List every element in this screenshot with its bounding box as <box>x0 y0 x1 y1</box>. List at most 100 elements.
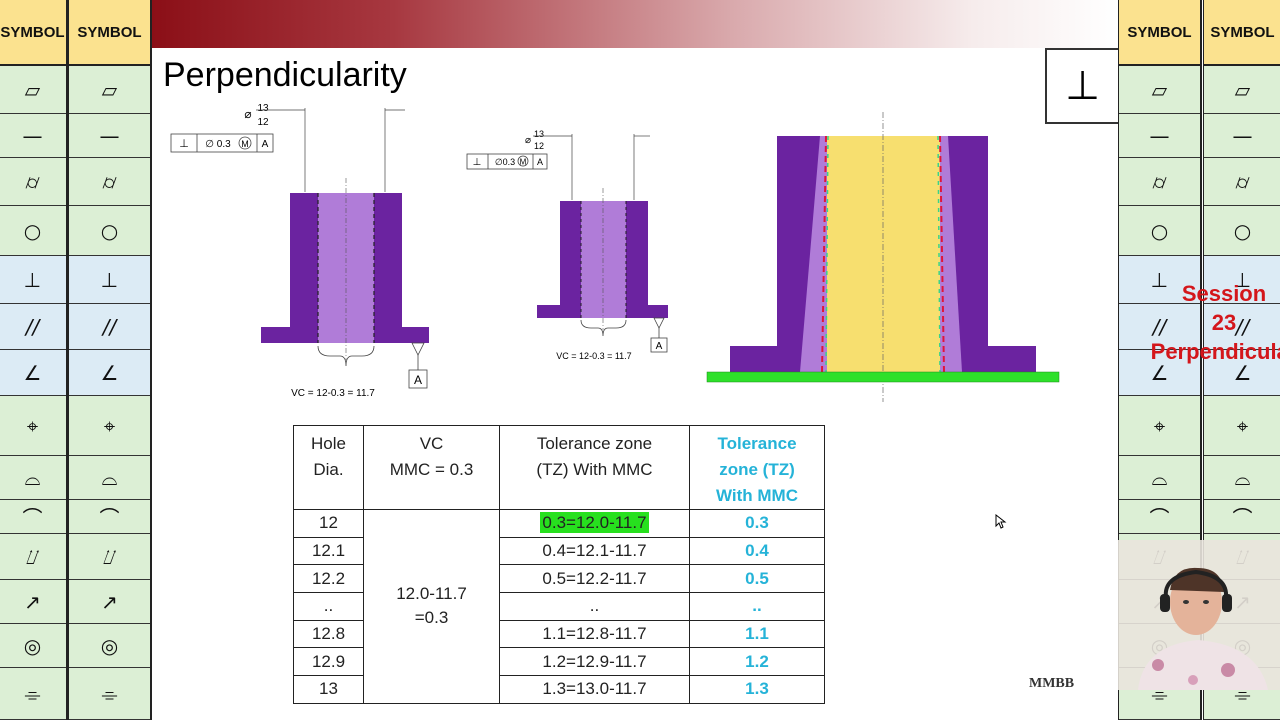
symbol-column-header: SYMBOL <box>69 0 150 66</box>
cell-tz-value: .. <box>689 592 825 621</box>
line-profile-icon: ⌒ <box>0 500 66 534</box>
vc-text: VC = 12-0.3 = 11.7 <box>291 388 375 399</box>
straightness-icon: — <box>1119 114 1200 158</box>
parallelism-icon: // <box>1119 304 1200 350</box>
drawing-3-tolerance-zone <box>706 112 1060 402</box>
surface-profile-icon: ⌓ <box>0 456 66 500</box>
parallelism-icon: // <box>0 304 66 350</box>
symmetry-icon: ⌯ <box>0 668 66 720</box>
straightness-icon: — <box>0 114 66 158</box>
presenter-webcam <box>1118 540 1280 690</box>
dim-lower: 12 <box>257 117 269 128</box>
datum-plane <box>706 371 1060 383</box>
drawing-2: ⊥ ∅0.3 M A ⌀ 13 12 A VC = 12-0.3 = 11.7 <box>466 129 668 361</box>
fcf-datum: A <box>262 139 269 150</box>
straightness-icon: — <box>1204 114 1280 158</box>
tolerance-table: Hole Dia. VC MMC = 0.3 Tolerance zone (TZ) … <box>293 425 825 704</box>
fcf-symbol: ⊥ <box>179 138 189 150</box>
drawing-1: ⊥ ∅ 0.3 M A ⌀ 13 12 A VC = 12-0.3 = 11.7 <box>170 103 429 399</box>
flatness-icon: ▱ <box>0 66 66 114</box>
cell-vc-merged: 12.0-11.7 =0.3 <box>363 509 500 704</box>
diameter-symbol: ⌀ <box>525 135 531 146</box>
circular-runout-icon: ↗ <box>0 580 66 624</box>
cell-dia: 12.2 <box>293 564 364 594</box>
cell-tz: 0.5=12.2-11.7 <box>499 564 690 594</box>
perpendicularity-icon: ⊥ <box>0 256 66 304</box>
position-icon: ⌖ <box>69 396 150 456</box>
cell-tz: 1.1=12.8-11.7 <box>499 619 690 649</box>
circularity-icon: ○ <box>69 206 150 256</box>
cell-tz: .. <box>499 592 690 621</box>
perpendicularity-icon: ⊥ <box>1119 256 1200 304</box>
surface-profile-icon: ⌓ <box>1119 456 1200 500</box>
symbol-column-left-2: SYMBOL ▱ — ⌭ ○ ⊥//∠ ⌖ ⌓ ⌒ ⌰ ↗ ◎ ⌯ <box>68 0 152 720</box>
dim-lower: 12 <box>534 141 544 151</box>
watermark: MMBB <box>1029 676 1075 691</box>
cell-tz: 0.3=12.0-11.7 <box>499 509 690 538</box>
header-hole-dia: Hole Dia. <box>293 425 364 510</box>
symbol-column-header: SYMBOL <box>1204 0 1280 66</box>
cell-tz-value: 0.3 <box>689 509 825 538</box>
surface-profile-icon: ⌓ <box>69 456 150 500</box>
cell-tz-value: 0.4 <box>689 536 825 566</box>
highlighted-tz: 0.3=12.0-11.7 <box>540 512 649 534</box>
cell-tz: 0.4=12.1-11.7 <box>499 536 690 566</box>
perpendicularity-icon: ⊥ <box>1204 256 1280 304</box>
cell-dia: .. <box>293 592 364 621</box>
position-icon: ⌖ <box>1119 396 1200 456</box>
perpendicularity-icon: ⊥ <box>69 256 150 304</box>
cell-tz-value: 0.5 <box>689 564 825 594</box>
angularity-icon: ∠ <box>69 350 150 396</box>
session-overlay: Session 23 Perpendicular <box>1150 281 1280 364</box>
line-profile-icon: ⌒ <box>1119 500 1200 534</box>
perpendicularity-symbol-box: ⊥ <box>1045 48 1118 124</box>
line-profile-icon: ⌒ <box>69 500 150 534</box>
flatness-icon: ▱ <box>1204 66 1280 114</box>
angularity-icon: ∠ <box>1204 350 1280 396</box>
cell-tz: 1.2=12.9-11.7 <box>499 647 690 677</box>
circularity-icon: ○ <box>0 206 66 256</box>
symbol-column-header: SYMBOL <box>1119 0 1200 66</box>
circularity-icon: ○ <box>1204 206 1280 256</box>
cylindricity-icon: ⌭ <box>1119 158 1200 206</box>
feature-control-frame <box>170 133 274 153</box>
dim-upper: 13 <box>257 103 269 114</box>
surface-profile-icon: ⌓ <box>1204 456 1280 500</box>
cell-tz-value: 1.1 <box>689 619 825 649</box>
position-icon: ⌖ <box>0 396 66 456</box>
total-runout-icon: ⌰ <box>0 534 66 580</box>
angularity-icon: ∠ <box>0 350 66 396</box>
fcf-tolerance: ∅ 0.3 <box>205 139 231 150</box>
parallelism-icon: // <box>1204 304 1280 350</box>
parallelism-icon: // <box>69 304 150 350</box>
cylindricity-icon: ⌭ <box>1204 158 1280 206</box>
straightness-icon: — <box>69 114 150 158</box>
page-title: Perpendicularity <box>163 56 407 94</box>
line-profile-icon: ⌒ <box>1204 500 1280 534</box>
vc-text: VC = 12-0.3 = 11.7 <box>556 351 631 361</box>
flatness-icon: ▱ <box>1119 66 1200 114</box>
header-vc: VC MMC = 0.3 <box>363 425 500 510</box>
angularity-icon: ∠ <box>1119 350 1200 396</box>
cell-tz-value: 1.2 <box>689 647 825 677</box>
header-tolerance-zone-mmc: Tolerance zone (TZ) With MMC <box>689 425 825 510</box>
flatness-icon: ▱ <box>69 66 150 114</box>
position-icon: ⌖ <box>1204 396 1280 456</box>
datum-label: A <box>656 341 663 352</box>
circular-runout-icon: ↗ <box>69 580 150 624</box>
cylindricity-icon: ⌭ <box>0 158 66 206</box>
diameter-symbol: ⌀ <box>244 107 251 121</box>
fcf-modifier: M <box>241 139 249 149</box>
fcf-tolerance: ∅0.3 <box>495 157 515 167</box>
cell-dia: 12.1 <box>293 536 364 566</box>
dim-upper: 13 <box>534 129 544 139</box>
cell-tz: 1.3=13.0-11.7 <box>499 675 690 704</box>
symbol-column-left-1: SYMBOL ▱ — ⌭ ○ ⊥//∠ ⌖ ⌓ ⌒ ⌰ ↗ ◎ ⌯ <box>0 0 68 720</box>
fcf-symbol: ⊥ <box>473 157 482 168</box>
datum-label: A <box>414 373 422 387</box>
title-banner <box>152 0 1118 48</box>
total-runout-icon: ⌰ <box>69 534 150 580</box>
cell-dia: 13 <box>293 675 364 704</box>
cell-dia: 12.8 <box>293 619 364 649</box>
